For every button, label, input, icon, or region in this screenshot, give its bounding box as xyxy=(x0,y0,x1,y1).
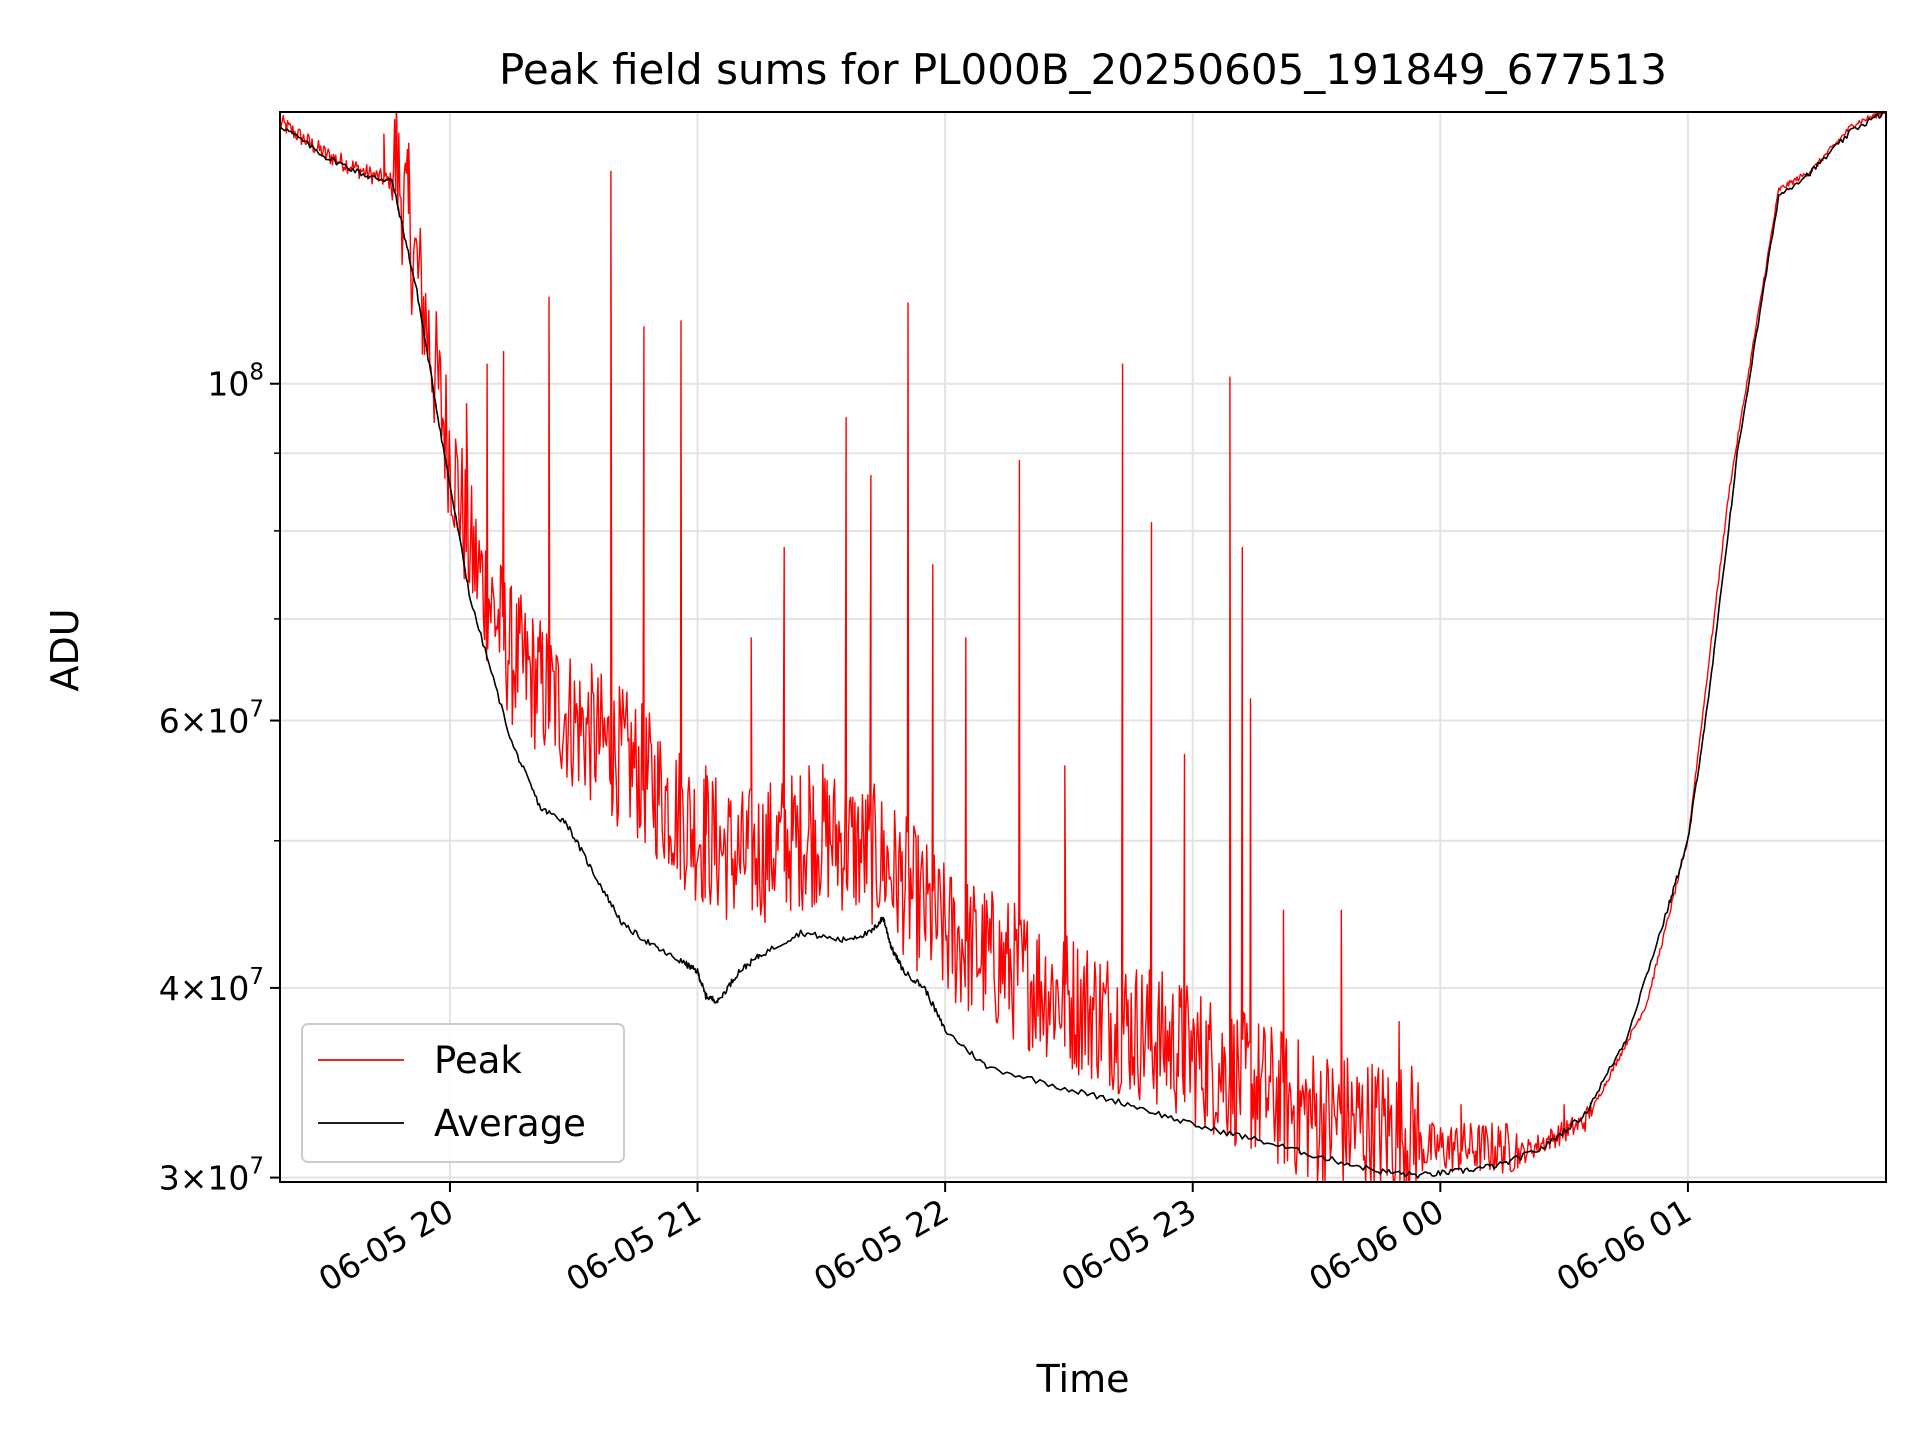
legend: Peak Average xyxy=(301,1023,625,1163)
legend-peak-label: Peak xyxy=(434,1039,522,1082)
y-axis: 3×107 4×107 6×107 108 xyxy=(159,360,280,1198)
y-axis-label: ADU xyxy=(43,608,87,691)
y-tick-label: 6×107 xyxy=(159,697,264,741)
chart-title: Peak field sums for PL000B_20250605_1918… xyxy=(499,45,1667,94)
legend-box xyxy=(301,1023,625,1163)
x-axis-label: Time xyxy=(1036,1357,1130,1401)
grid xyxy=(280,112,1886,1182)
series-layer xyxy=(279,111,1887,1183)
plot-frame xyxy=(279,111,1887,1183)
series-average-line xyxy=(279,111,1886,1179)
legend-average-label: Average xyxy=(434,1102,586,1145)
y-tick-label: 4×107 xyxy=(159,964,264,1008)
series-peak-line xyxy=(279,111,1887,1183)
y-tick-label: 108 xyxy=(207,360,264,404)
y-tick-label: 3×107 xyxy=(159,1154,264,1198)
